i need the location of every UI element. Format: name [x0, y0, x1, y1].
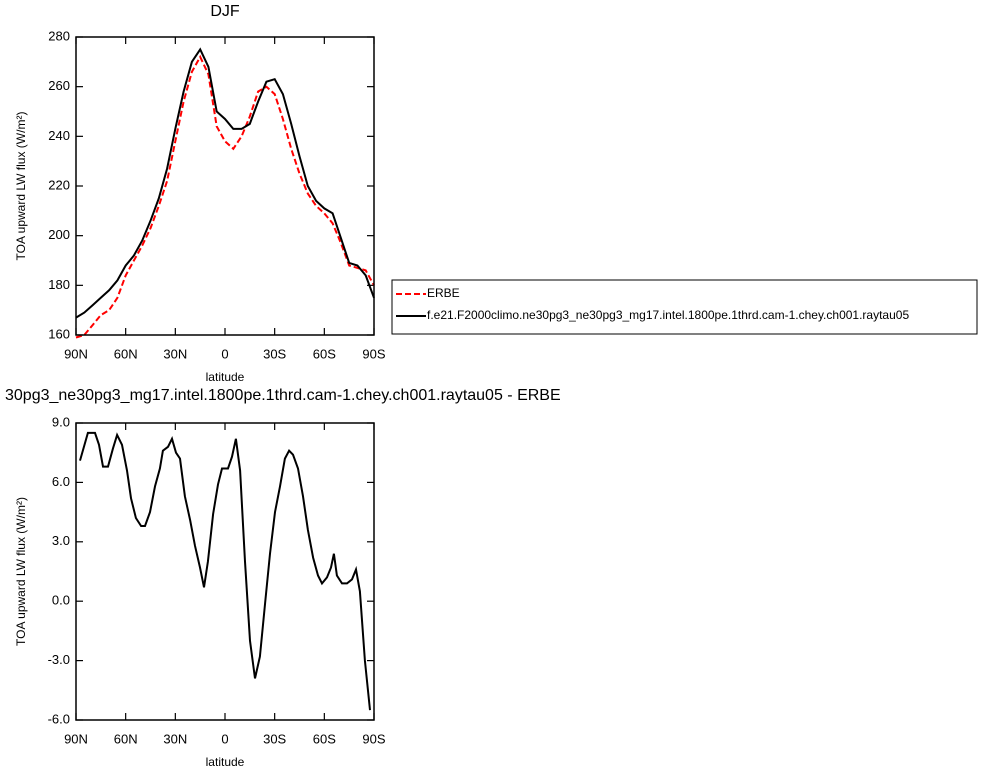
y-tick-label: 160 — [48, 326, 70, 341]
chart-title: DJF — [210, 3, 240, 20]
x-tick-label: 60N — [114, 731, 138, 746]
x-tick-label: 60N — [114, 346, 138, 361]
y-tick-label: 9.0 — [52, 414, 70, 429]
x-tick-label: 60S — [313, 346, 336, 361]
x-tick-label: 90N — [64, 731, 88, 746]
data-line — [75, 47, 375, 319]
y-axis-label: TOA upward LW flux (W/m²) — [14, 112, 28, 261]
y-axis-label: TOA upward LW flux (W/m²) — [14, 497, 28, 646]
y-tick-label: 6.0 — [52, 474, 70, 489]
x-tick-label: 60S — [313, 731, 336, 746]
chart-title: 30pg3_ne30pg3_mg17.intel.1800pe.1thrd.ca… — [5, 387, 561, 404]
x-tick-label: 30S — [263, 346, 286, 361]
y-tick-label: 180 — [48, 277, 70, 292]
x-axis-label: latitude — [206, 755, 245, 769]
legend-label: ERBE — [427, 286, 460, 300]
x-tick-label: 0 — [221, 731, 228, 746]
x-tick-label: 90N — [64, 346, 88, 361]
x-tick-label: 30N — [163, 346, 187, 361]
legend-label: f.e21.F2000climo.ne30pg3_ne30pg3_mg17.in… — [427, 308, 909, 322]
x-tick-label: 90S — [362, 731, 385, 746]
y-tick-label: 260 — [48, 78, 70, 93]
y-tick-label: -3.0 — [48, 652, 70, 667]
x-tick-label: 30N — [163, 731, 187, 746]
data-line — [75, 54, 375, 339]
plot-frame — [75, 422, 375, 721]
y-tick-label: 3.0 — [52, 533, 70, 548]
legend-box — [391, 279, 978, 335]
y-tick-label: 280 — [48, 28, 70, 43]
x-tick-label: 0 — [221, 346, 228, 361]
x-axis-label: latitude — [206, 370, 245, 384]
y-tick-label: -6.0 — [48, 711, 70, 726]
data-line — [79, 431, 371, 711]
y-tick-label: 0.0 — [52, 593, 70, 608]
x-tick-label: 30S — [263, 731, 286, 746]
y-tick-label: 200 — [48, 227, 70, 242]
plot-frame — [75, 36, 375, 336]
y-tick-label: 240 — [48, 128, 70, 143]
y-tick-label: 220 — [48, 177, 70, 192]
x-tick-label: 90S — [362, 346, 385, 361]
